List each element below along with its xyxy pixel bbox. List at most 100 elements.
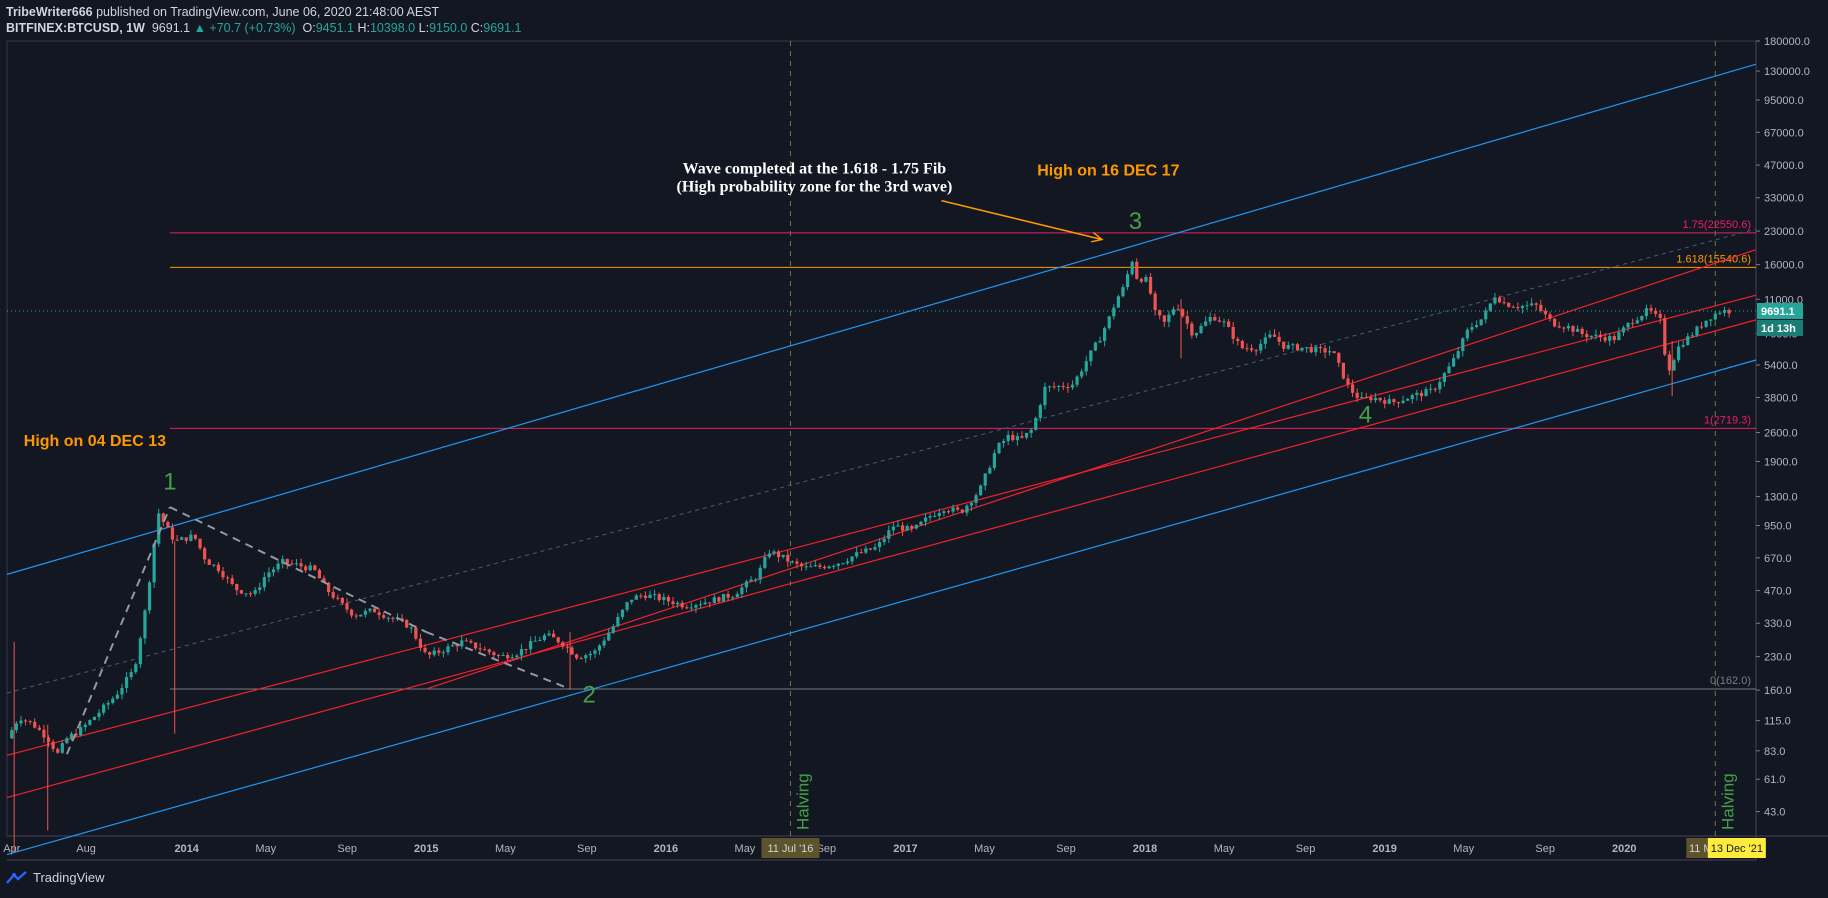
candle-body	[1121, 287, 1125, 297]
candle-body	[1332, 351, 1336, 354]
candle-body	[1204, 321, 1208, 326]
candle-body	[1360, 397, 1364, 399]
candle-body	[900, 525, 905, 531]
candle-body	[538, 639, 542, 641]
candle-body	[42, 729, 46, 738]
candle-body	[519, 649, 524, 656]
publish-info: TribeWriter666 published on TradingView.…	[6, 5, 439, 19]
candle-body	[832, 565, 836, 567]
candle-body	[203, 548, 207, 560]
candle-body	[143, 610, 147, 639]
candle-body	[1034, 418, 1038, 430]
fib-level-label: 0(162.0)	[1710, 675, 1751, 687]
candle-body	[653, 594, 657, 596]
candle-body	[1621, 327, 1626, 333]
candle-body	[1236, 338, 1240, 341]
candle-body	[322, 578, 326, 583]
author-name[interactable]: TribeWriter666	[6, 5, 93, 19]
candle-body	[345, 603, 349, 610]
candle-body	[1534, 303, 1538, 305]
candle-body	[1442, 373, 1447, 382]
candle-body	[1539, 304, 1543, 311]
candle-body	[1672, 360, 1676, 371]
x-tick-label: 2016	[654, 843, 678, 855]
y-tick-label: 95000.0	[1764, 95, 1804, 107]
y-tick-label: 470.0	[1764, 586, 1792, 598]
candle-body	[473, 642, 478, 649]
y-tick-label: 330.0	[1764, 618, 1792, 630]
candle-body	[822, 566, 827, 569]
candle-body	[1474, 325, 1479, 328]
candle-body	[1525, 305, 1529, 307]
candle-body	[1419, 392, 1424, 397]
candle-body	[937, 513, 941, 516]
candle-body	[942, 511, 946, 514]
candle-body	[657, 594, 661, 601]
candle-body	[1470, 327, 1474, 330]
candle-body	[308, 565, 312, 571]
candle-body	[868, 548, 873, 550]
candle-body	[1057, 385, 1061, 387]
candle-body	[1438, 381, 1442, 390]
candle-body	[79, 727, 83, 736]
candle-body	[1658, 313, 1662, 319]
candle-body	[1575, 328, 1580, 332]
candle-body	[1135, 261, 1139, 279]
candle-body	[1144, 276, 1148, 282]
candle-body	[969, 502, 974, 506]
candle-body	[455, 645, 459, 647]
candle-body	[524, 649, 528, 651]
candle-body	[836, 563, 840, 566]
candle-body	[933, 515, 937, 517]
candle-body	[1484, 310, 1488, 320]
candle-body	[294, 563, 299, 565]
red-channel-upper	[6, 294, 1757, 756]
candle-body	[965, 505, 969, 513]
candle-body	[1314, 346, 1318, 353]
candle-body	[735, 594, 739, 598]
candle-body	[1530, 303, 1534, 306]
candle-body	[740, 587, 744, 595]
candle-body	[1158, 310, 1162, 316]
candle-body	[1328, 351, 1332, 353]
candle-body	[216, 564, 221, 572]
candle-body	[1300, 347, 1304, 351]
candle-body	[556, 637, 560, 643]
candle-body	[299, 563, 303, 567]
candle-body	[685, 607, 689, 609]
candle-body	[56, 748, 60, 753]
candle-body	[60, 743, 64, 753]
candle-body	[988, 467, 992, 474]
candle-body	[790, 561, 794, 563]
candle-body	[33, 721, 37, 728]
candle-body	[1681, 345, 1685, 347]
y-tick-label: 130000.0	[1764, 66, 1810, 78]
candle-body	[845, 561, 850, 564]
candle-body	[437, 650, 441, 653]
candle-body	[1612, 336, 1616, 341]
wave-label: 1	[163, 469, 176, 496]
candle-body	[1001, 441, 1006, 444]
candle-body	[28, 720, 32, 722]
candle-body	[588, 653, 592, 656]
candle-body	[703, 602, 707, 605]
y-tick-label: 670.0	[1764, 553, 1792, 565]
candle-body	[1640, 316, 1644, 321]
candle-body	[882, 538, 886, 543]
candle-body	[643, 595, 648, 599]
wave-label: 3	[1129, 208, 1142, 235]
x-tick-label: 2019	[1372, 843, 1396, 855]
symbol-label[interactable]: BITFINEX:BTCUSD, 1W	[6, 21, 145, 35]
candle-body	[1194, 333, 1199, 336]
candle-body	[285, 558, 289, 564]
open-value: 9451.1	[315, 21, 354, 35]
candle-body	[1511, 306, 1515, 308]
candle-body	[1690, 335, 1694, 337]
candle-body	[1553, 318, 1557, 327]
candle-body	[1208, 317, 1212, 322]
x-tick-label: 2014	[174, 843, 199, 855]
candle-body	[441, 652, 446, 654]
tradingview-footer[interactable]: TradingView	[6, 870, 105, 885]
candle-body	[1103, 328, 1107, 341]
